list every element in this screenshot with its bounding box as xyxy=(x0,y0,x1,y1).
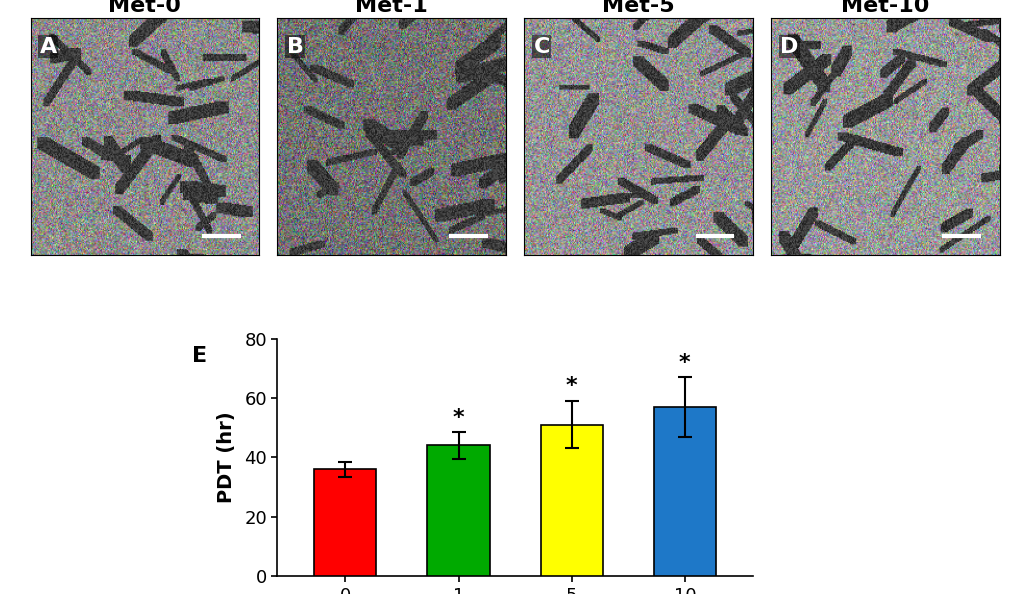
Bar xyxy=(653,407,715,576)
Text: E: E xyxy=(192,346,207,366)
Bar xyxy=(427,446,489,576)
Y-axis label: PDT (hr): PDT (hr) xyxy=(217,412,235,503)
Text: D: D xyxy=(780,37,798,57)
Text: C: C xyxy=(533,37,549,57)
Text: A: A xyxy=(40,37,57,57)
Title: Met-10: Met-10 xyxy=(841,0,928,16)
Bar xyxy=(314,469,376,576)
Text: *: * xyxy=(566,377,577,397)
Title: Met-0: Met-0 xyxy=(108,0,181,16)
Bar xyxy=(540,425,602,576)
Title: Met-1: Met-1 xyxy=(355,0,428,16)
Text: *: * xyxy=(679,353,690,373)
Text: B: B xyxy=(286,37,304,57)
Text: *: * xyxy=(452,407,464,428)
Title: Met-5: Met-5 xyxy=(601,0,675,16)
